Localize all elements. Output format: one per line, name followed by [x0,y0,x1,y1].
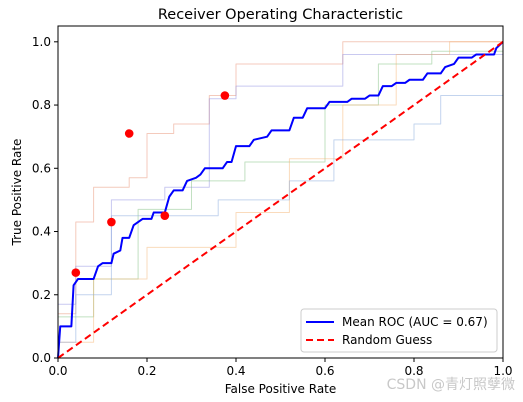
chart-title: Receiver Operating Characteristic [158,7,403,23]
legend-label-random-guess: Random Guess [342,333,432,347]
y-tick-label: 0.4 [32,225,51,239]
legend-label-mean-roc: Mean ROC (AUC = 0.67) [342,315,488,329]
y-tick-label: 0.6 [32,161,51,175]
x-tick-label: 0.8 [404,364,423,378]
plot-frame [57,25,504,359]
highlight-point-1 [71,268,81,277]
highlight-point-2 [107,217,116,227]
y-tick-label: 0.0 [32,351,51,365]
x-tick-label: 0.6 [315,364,334,378]
y-axis-label: True Positive Rate [10,139,24,247]
y-axis-ticks: 0.0 0.2 0.4 0.6 0.8 1.0 [32,35,58,365]
mean-roc-line [57,41,504,359]
highlight-point-3 [124,129,134,138]
x-axis-ticks: 0.0 0.2 0.4 0.6 0.8 1.0 [48,358,513,378]
legend: Mean ROC (AUC = 0.67) Random Guess [300,308,498,353]
y-tick-label: 1.0 [32,35,51,49]
x-tick-label: 0.0 [48,364,67,378]
y-tick-label: 0.8 [32,98,51,112]
highlight-point-4 [160,211,170,221]
y-tick-label: 0.2 [32,288,51,302]
highlight-points [71,91,230,277]
x-tick-label: 0.4 [226,364,245,378]
fold-roc-line-4 [57,41,503,358]
legend-box [300,308,498,353]
fold-roc-line-3 [57,41,504,358]
roc-curves [57,40,504,359]
fold-roc-line-2 [57,41,504,358]
watermark: CSDN @青灯照孽微 [387,377,515,393]
x-tick-label: 1.0 [493,364,512,378]
x-tick-label: 0.2 [137,364,156,378]
highlight-point-5 [220,91,230,100]
x-axis-label: False Positive Rate [225,382,337,396]
fold-roc-line-1 [57,41,503,358]
random-guess-line [57,40,504,359]
fold-roc-line-5 [57,95,503,358]
